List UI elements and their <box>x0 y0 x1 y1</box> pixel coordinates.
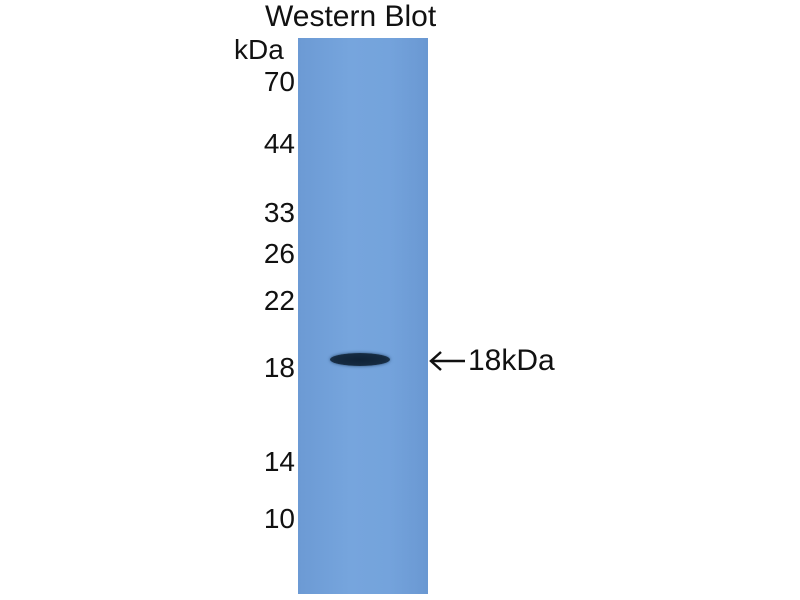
figure-title: Western Blot <box>265 0 437 33</box>
marker-label: 70 <box>263 66 295 97</box>
marker-label: 18 <box>263 352 295 383</box>
marker-label: 14 <box>263 446 295 477</box>
protein-band <box>330 353 390 366</box>
unit-label: kDa <box>234 34 284 65</box>
blot-lane <box>298 38 428 594</box>
marker-label: 33 <box>263 197 295 228</box>
marker-label: 26 <box>263 238 295 269</box>
marker-label: 44 <box>263 128 295 159</box>
marker-label: 22 <box>263 285 295 316</box>
arrow-left-icon <box>429 351 465 371</box>
band-annotation: 18kDa <box>428 344 555 378</box>
band-size-label: 18kDa <box>468 344 555 377</box>
marker-label: 10 <box>263 503 295 534</box>
